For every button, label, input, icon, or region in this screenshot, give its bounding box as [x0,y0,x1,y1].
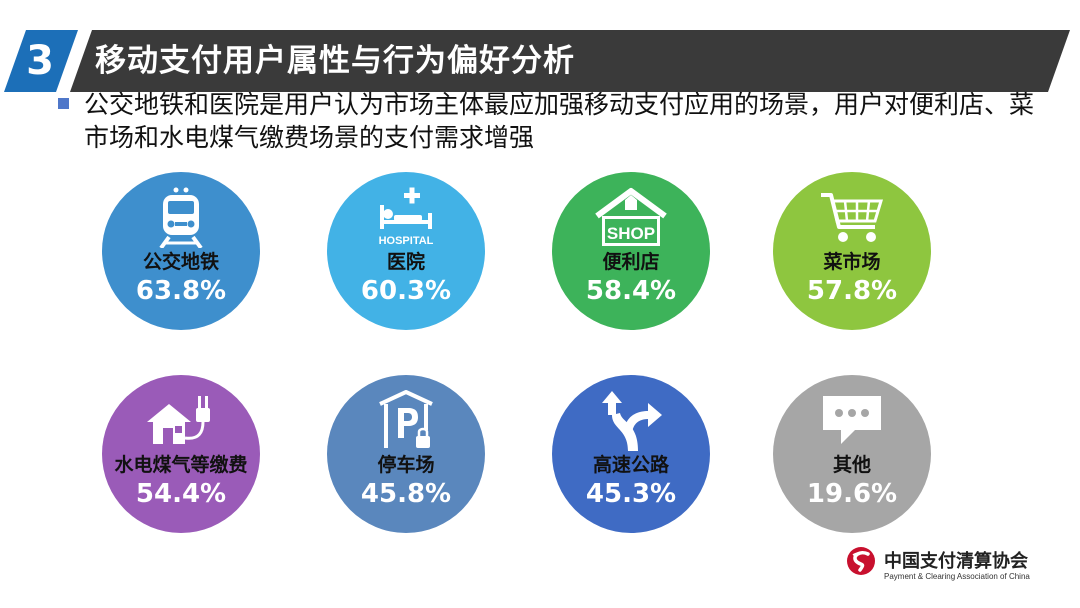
org-logo-icon [846,546,876,576]
hospital-bed-icon: HOSPITAL [327,186,485,248]
scene-circle-convenience-store: SHOP 便利店 58.4% [552,172,710,330]
bullet-marker [58,98,69,109]
svg-text:SHOP: SHOP [607,224,655,243]
scene-label: 高速公路 [592,454,669,476]
section-number: 3 [26,38,54,84]
page-title: 移动支付用户属性与行为偏好分析 [95,43,575,79]
scene-label: 水电煤气等缴费 [114,454,248,476]
header-bar [70,30,1070,92]
scene-circle-market: 菜市场 57.8% [773,172,931,330]
train-icon [102,186,260,248]
scene-circle-highway: 高速公路 45.3% [552,375,710,533]
scene-value: 57.8% [806,276,898,306]
scene-circle-hospital: HOSPITAL 医院 60.3% [327,172,485,330]
scene-circle-other: 其他 19.6% [773,375,931,533]
scene-label: 菜市场 [823,251,881,273]
parking-icon [327,389,485,451]
scene-circle-parking: 停车场 45.8% [327,375,485,533]
scene-value: 58.4% [585,276,677,306]
speech-bubble-icon [773,389,931,451]
house-plug-icon [102,389,260,451]
shop-icon: SHOP [552,186,710,248]
road-arrows-icon [552,389,710,451]
org-name-en: Payment & Clearing Association of China [884,572,1030,581]
scene-label: 医院 [386,251,425,273]
scene-circle-utilities: 水电煤气等缴费 54.4% [102,375,260,533]
scene-label: 其他 [832,454,871,476]
bullet-text: 公交地铁和医院是用户认为市场主体最应加强移动支付应用的场景，用户对便利店、菜市场… [84,90,1035,152]
section-header: 3 移动支付用户属性与行为偏好分析 [0,30,1080,92]
svg-text:HOSPITAL: HOSPITAL [379,235,434,247]
scene-circle-subway: 公交地铁 63.8% [102,172,260,330]
scene-value: 54.4% [135,479,227,509]
scene-value: 63.8% [135,276,227,306]
scene-value: 19.6% [806,479,898,509]
scene-label: 便利店 [602,251,660,273]
scene-value: 45.3% [585,479,677,509]
scene-label: 公交地铁 [142,251,219,273]
scene-label: 停车场 [377,454,435,476]
scene-value: 45.8% [360,479,452,509]
shopping-cart-icon [773,186,931,248]
scene-value: 60.3% [360,276,452,306]
org-name-cn: 中国支付清算协会 [884,551,1028,572]
